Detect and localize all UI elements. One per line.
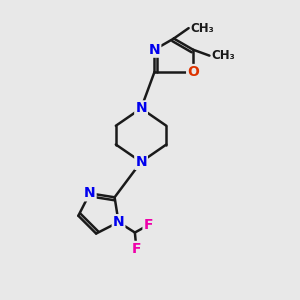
Text: O: O — [187, 65, 199, 79]
Text: F: F — [143, 218, 153, 232]
Text: CH₃: CH₃ — [211, 49, 235, 62]
Text: N: N — [135, 155, 147, 169]
Text: N: N — [135, 101, 147, 116]
Text: F: F — [132, 242, 141, 256]
Text: N: N — [84, 186, 96, 200]
Text: N: N — [113, 215, 124, 229]
Text: CH₃: CH₃ — [190, 22, 214, 34]
Text: N: N — [149, 43, 160, 57]
